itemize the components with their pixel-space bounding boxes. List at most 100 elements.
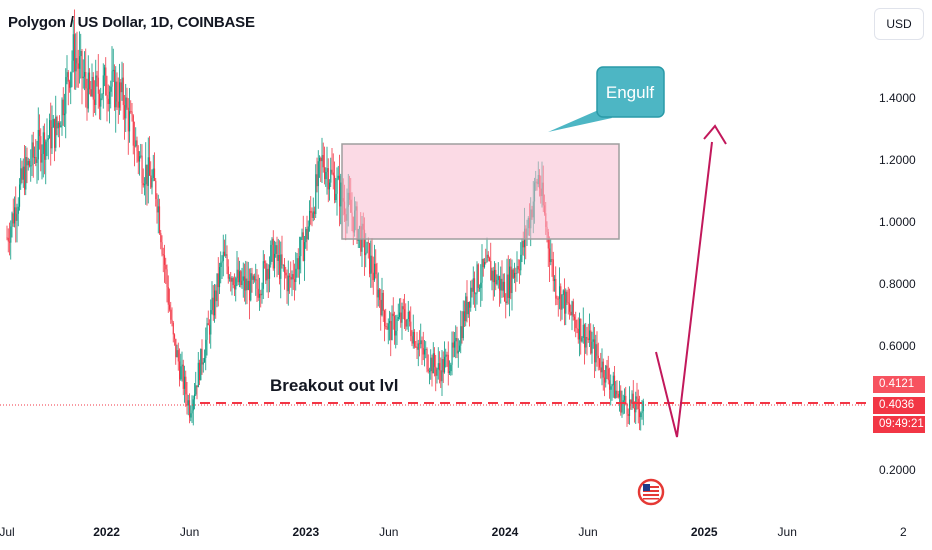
candle-body [219, 266, 221, 288]
candle-body [65, 77, 67, 114]
candle-body [190, 413, 192, 418]
candle-body [396, 319, 398, 331]
candle-body [141, 155, 143, 184]
candle-body [485, 262, 487, 263]
candle-body [239, 271, 241, 283]
candle-body [305, 228, 307, 243]
candle-body [54, 119, 56, 148]
candle-body [399, 312, 401, 317]
candle-body [112, 69, 114, 72]
candle-body [557, 298, 559, 300]
candle-body [461, 326, 463, 339]
candle-body [6, 237, 8, 239]
candle-body [489, 257, 491, 261]
candle-body [610, 386, 612, 390]
candle-body [596, 344, 598, 356]
candle-body [290, 277, 292, 280]
price-axis[interactable]: 1.4000 1.2000 1.0000 0.8000 0.6000 0.2000 [879, 91, 916, 477]
candle-body [625, 395, 627, 404]
candle-body [27, 161, 29, 166]
candle-body [31, 142, 33, 166]
candle-body [44, 132, 46, 160]
currency-button[interactable]: USD [874, 8, 924, 40]
candle-body [584, 324, 586, 348]
candle-body [371, 255, 373, 273]
candle-body [597, 355, 599, 359]
candle-body [620, 390, 622, 413]
candle-body [266, 268, 268, 281]
candle-body [325, 171, 327, 180]
candle-body [210, 310, 212, 335]
candle-body [51, 127, 53, 149]
candle-body [149, 157, 151, 176]
candle-body [59, 122, 61, 128]
us-flag-event-icon[interactable] [637, 478, 665, 506]
candle-body [166, 269, 168, 288]
candle-body [185, 376, 187, 395]
y-tick-label: 1.4000 [879, 91, 916, 105]
candle-body [389, 320, 391, 324]
candle-body [570, 311, 572, 316]
projection-path[interactable] [655, 141, 713, 438]
candle-body [52, 119, 54, 128]
candle-body [500, 278, 502, 291]
candle-body [459, 345, 461, 351]
candle-body [339, 175, 341, 207]
candle-body [215, 290, 217, 302]
candle-body [231, 278, 233, 282]
candle-body [240, 271, 242, 286]
candle-body [376, 274, 378, 298]
candle-body [19, 184, 21, 207]
candle-body [111, 71, 113, 87]
candle-body [137, 150, 139, 162]
candle-body [324, 167, 326, 180]
candle-body [186, 394, 188, 406]
candle-body [414, 331, 416, 347]
candle-body [174, 334, 176, 339]
candle-body [292, 274, 294, 280]
x-tick-label: 2024 [492, 525, 519, 539]
x-tick-label: 2 [900, 525, 907, 539]
candle-body [520, 254, 522, 271]
candle-body [402, 306, 404, 310]
candle-body [412, 331, 414, 344]
candle-body [439, 363, 441, 371]
engulf-callout-box[interactable] [596, 66, 665, 118]
candle-body [552, 259, 554, 282]
candle-body [579, 318, 581, 340]
candle-body [106, 95, 108, 99]
candle-body [581, 337, 583, 342]
candle-body [554, 278, 556, 282]
candle-body [17, 206, 19, 214]
candle-body [301, 232, 303, 238]
candle-body [480, 282, 482, 288]
candle-body [425, 349, 427, 351]
candle-body [89, 72, 91, 90]
candle-body [320, 157, 322, 162]
candle-body [50, 120, 52, 149]
candle-body [281, 254, 283, 265]
candle-body [237, 269, 239, 283]
candle-body [424, 349, 426, 355]
candle-body [602, 361, 604, 378]
candle-body [226, 254, 228, 267]
candle-body [12, 213, 14, 224]
candle-body [634, 408, 636, 413]
candle-body [184, 376, 186, 389]
candle-body [474, 278, 476, 294]
candle-body [45, 141, 47, 160]
candle-body [24, 166, 26, 190]
candle-body [395, 330, 397, 336]
time-axis[interactable]: Jul 2022 Jun 2023 Jun 2024 Jun 2025 Jun 2 [0, 525, 907, 539]
supply-zone-rectangle[interactable] [341, 143, 620, 240]
candle-body [40, 136, 42, 163]
candle-body [295, 268, 297, 283]
candle-body [604, 377, 606, 383]
candle-body [315, 174, 317, 214]
candle-body [372, 272, 374, 281]
candle-body [322, 155, 324, 168]
candle-body [86, 88, 88, 109]
candle-body [321, 155, 323, 162]
candle-body [387, 323, 389, 330]
